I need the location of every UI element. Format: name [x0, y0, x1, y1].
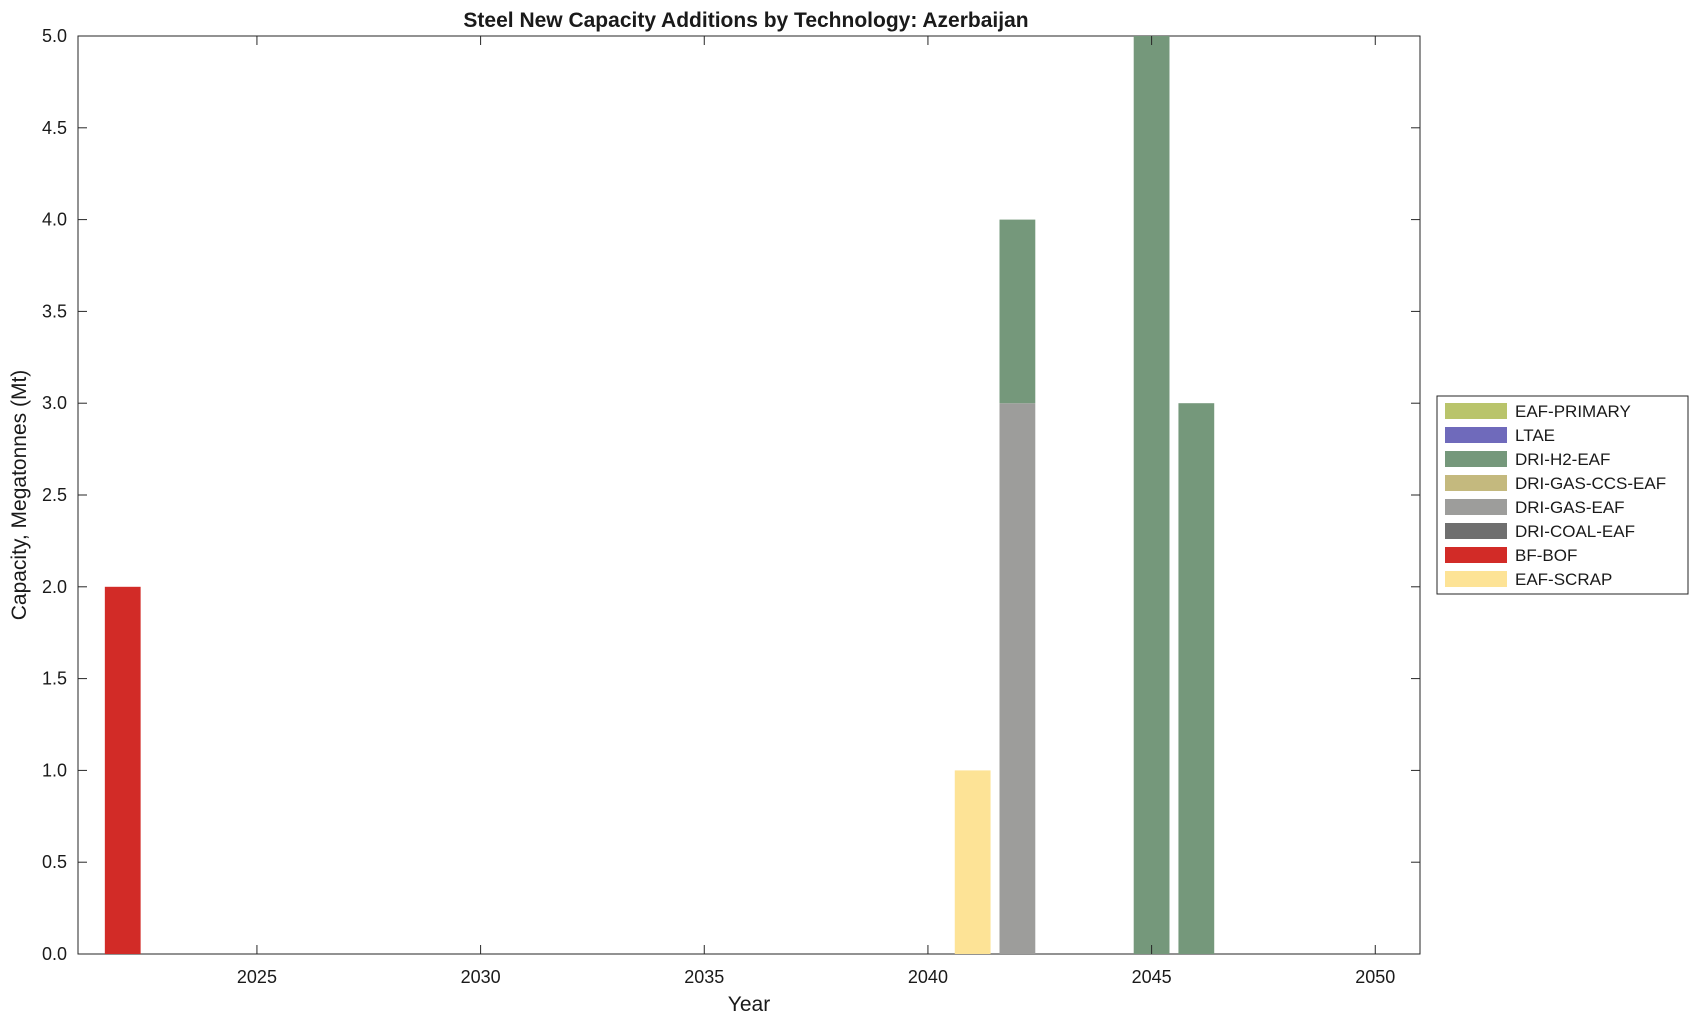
y-tick-label: 1.0	[42, 760, 67, 780]
x-tick-label: 2035	[684, 967, 724, 987]
legend-swatch-dri-gas-eaf	[1445, 499, 1507, 515]
plot-area: 2025 2030 2035 2040 2045 2050 0.0 0.5 1.0 1.5 2.0 2…	[42, 26, 1421, 987]
legend-swatch-dri-gas-ccs-eaf	[1445, 475, 1507, 491]
chart-title: Steel New Capacity Additions by Technolo…	[463, 9, 1028, 32]
y-tick-label: 2.5	[42, 485, 67, 505]
x-axis-label: Year	[728, 993, 770, 1016]
legend-swatch-eaf-primary	[1445, 403, 1507, 419]
legend-label-dri-gas-eaf: DRI-GAS-EAF	[1515, 498, 1625, 517]
legend-swatch-dri-h2-eaf	[1445, 451, 1507, 467]
bars-layer	[104, 36, 1215, 954]
bar-dri-h2-eaf-2042	[999, 219, 1036, 404]
bar-dri-gas-eaf-2042	[999, 403, 1036, 954]
y-tick-label: 4.5	[42, 118, 67, 138]
x-tick-label: 2025	[237, 967, 277, 987]
legend-swatch-bf-bof	[1445, 547, 1507, 563]
y-tick-label: 4.0	[42, 210, 67, 230]
y-tick-label: 3.5	[42, 301, 67, 321]
x-tick-label: 2040	[908, 967, 948, 987]
ticks-layer: 2025 2030 2035 2040 2045 2050 0.0 0.5 1.0 1.5 2.0 2…	[42, 26, 1420, 987]
legend-label-dri-h2-eaf: DRI-H2-EAF	[1515, 450, 1610, 469]
legend-label-dri-gas-ccs-eaf: DRI-GAS-CCS-EAF	[1515, 474, 1666, 493]
x-tick-label: 2030	[461, 967, 501, 987]
y-tick-label: 0.5	[42, 852, 67, 872]
legend-swatch-ltae	[1445, 427, 1507, 443]
bar-dri-h2-eaf-2045	[1133, 36, 1170, 954]
plot-frame	[77, 35, 1421, 955]
bar-eaf-scrap-2041	[954, 770, 991, 954]
y-tick-label: 0.0	[42, 944, 67, 964]
x-tick-label: 2050	[1355, 967, 1395, 987]
y-tick-label: 2.0	[42, 577, 67, 597]
legend: EAF-PRIMARY LTAE DRI-H2-EAF DRI-GAS-CCS-EAF…	[1436, 395, 1689, 595]
legend-label-ltae: LTAE	[1515, 426, 1555, 445]
legend-items: EAF-PRIMARY LTAE DRI-H2-EAF DRI-GAS-CCS-EAF…	[1445, 402, 1666, 589]
legend-swatch-eaf-scrap	[1445, 571, 1507, 587]
bar-dri-h2-eaf-2046	[1178, 403, 1215, 954]
legend-label-dri-coal-eaf: DRI-COAL-EAF	[1515, 522, 1635, 541]
y-axis-label: Capacity, Megatonnes (Mt)	[8, 370, 31, 621]
y-tick-label: 3.0	[42, 393, 67, 413]
legend-label-bf-bof: BF-BOF	[1515, 546, 1577, 565]
bar-bf-bof-2022	[104, 586, 141, 954]
legend-label-eaf-scrap: EAF-SCRAP	[1515, 570, 1612, 589]
x-tick-label: 2045	[1132, 967, 1172, 987]
legend-swatch-dri-coal-eaf	[1445, 523, 1507, 539]
y-tick-label: 5.0	[42, 26, 67, 46]
y-tick-label: 1.5	[42, 669, 67, 689]
legend-label-eaf-primary: EAF-PRIMARY	[1515, 402, 1631, 421]
